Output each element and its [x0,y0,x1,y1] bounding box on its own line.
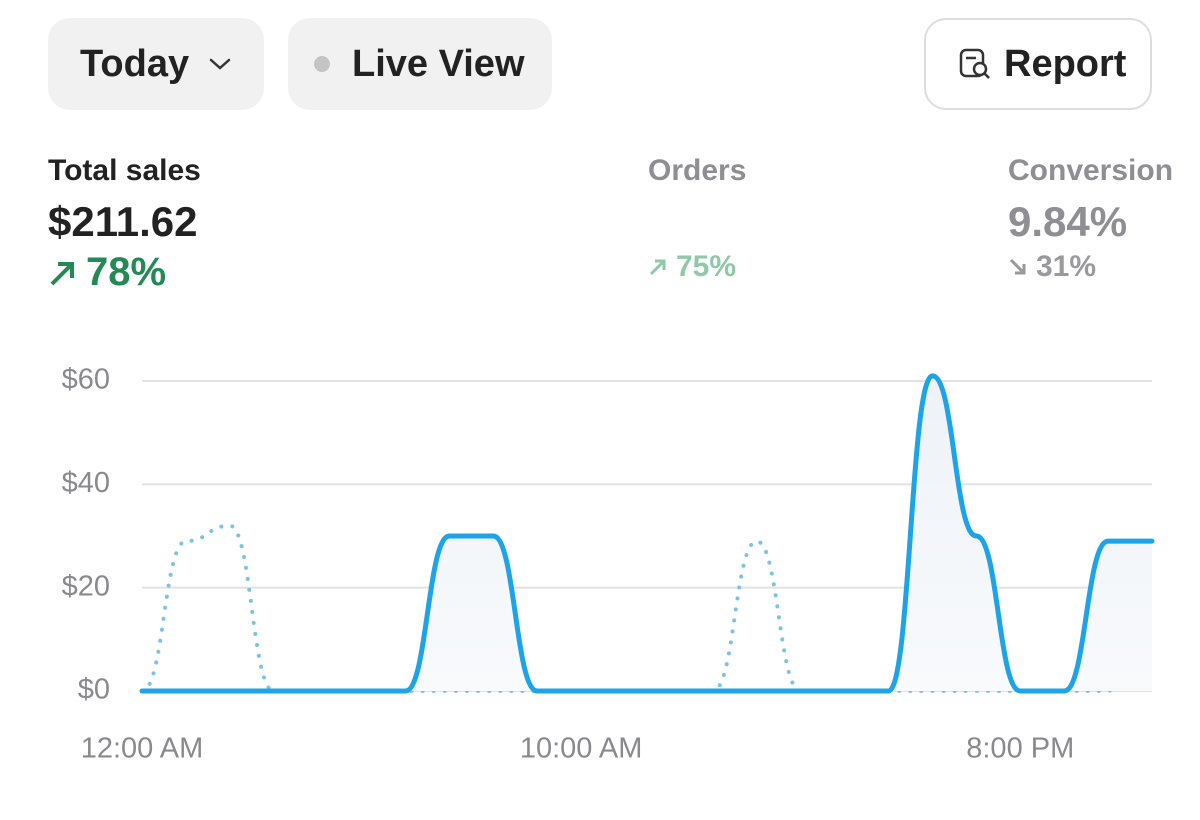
metric-label: Total sales [48,154,201,187]
x-tick-label: 12:00 AM [81,733,204,765]
metric-change: 78% [48,250,166,295]
metric-value: $211.62 [48,198,198,245]
metric-change-value: 78% [86,250,167,294]
live-dot [314,56,330,72]
report-button[interactable]: Report [924,18,1152,110]
line [139,373,1155,694]
live-view-label: Live View [352,42,525,85]
area [142,375,1152,691]
metric-value: 9.84% [1008,198,1128,245]
down-arrow [1009,258,1026,275]
live-view-button[interactable]: Live View [288,18,552,110]
date-button[interactable]: Today [48,18,264,110]
x-tick-label: 8:00 PM [966,733,1074,765]
up-arrow [50,261,74,285]
metric-change-value: 31% [1036,250,1097,283]
metric-label: Conversion [1008,154,1174,187]
report-icon [959,48,990,79]
metric-label: Orders [648,154,747,187]
y-tick-label: $40 [62,467,110,499]
metric-change: 75% [648,250,736,284]
y-tick-label: $0 [78,674,110,706]
date-button-label: Today [80,42,190,85]
report-label: Report [1004,42,1127,85]
metric-change: 31% [1008,250,1096,284]
up-arrow [649,259,666,276]
y-tick-label: $60 [62,364,110,396]
y-tick-label: $20 [62,570,110,602]
x-tick-label: 10:00 AM [520,733,643,765]
metric-change-value: 75% [676,250,737,283]
chevron-icon [209,58,231,70]
